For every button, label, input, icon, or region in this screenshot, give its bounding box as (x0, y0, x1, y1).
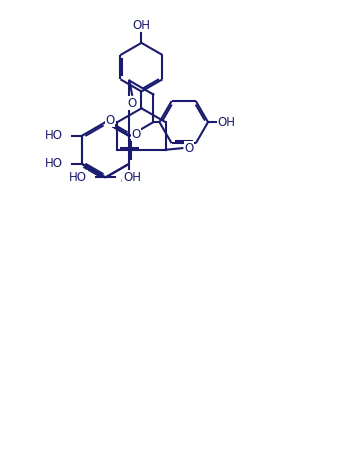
Text: HO: HO (45, 130, 63, 142)
Text: O: O (132, 128, 141, 141)
Text: OH: OH (120, 175, 138, 188)
Text: HO: HO (69, 171, 87, 184)
Text: O: O (105, 114, 115, 127)
Text: O: O (185, 142, 194, 155)
Text: HO: HO (45, 157, 63, 170)
Text: O: O (127, 97, 137, 110)
Text: OH: OH (133, 19, 151, 32)
Text: OH: OH (218, 115, 236, 129)
Text: OH: OH (123, 171, 141, 184)
